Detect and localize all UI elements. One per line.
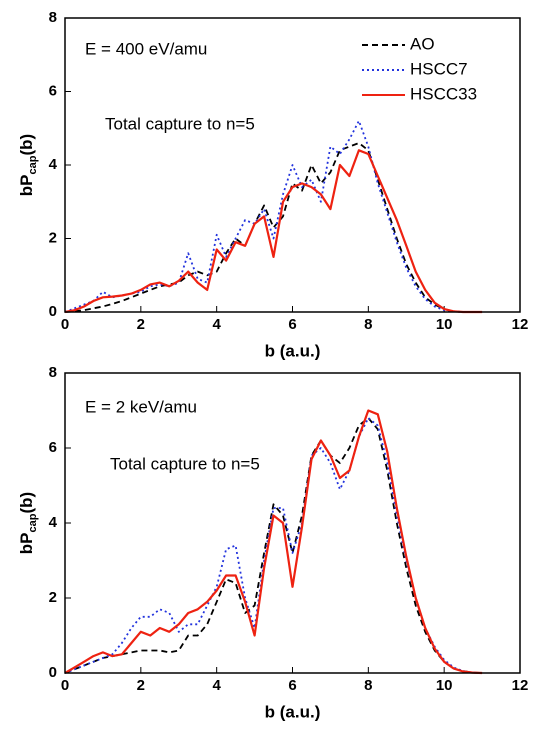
x-tick-label: 4 <box>212 316 221 333</box>
y-axis-label: bPcap(b) <box>17 134 38 196</box>
x-tick-label: 6 <box>288 316 296 333</box>
x-tick-label: 10 <box>436 677 453 694</box>
legend-label: HSCC7 <box>410 59 468 78</box>
y-label-main: bP <box>17 532 36 554</box>
x-tick-label: 2 <box>137 316 145 333</box>
y-axis-label: bPcap(b) <box>17 492 38 554</box>
x-tick-label: 6 <box>288 677 296 694</box>
y-tick-label: 6 <box>49 439 57 456</box>
y-tick-label: 0 <box>49 303 57 320</box>
x-axis-label: b (a.u.) <box>265 702 321 721</box>
x-tick-label: 8 <box>364 677 372 694</box>
annotation: E = 2 keV/amu <box>85 397 197 416</box>
y-tick-label: 6 <box>49 82 57 99</box>
series-line <box>64 149 483 314</box>
series-line <box>64 417 483 674</box>
y-tick-label: 2 <box>49 229 57 246</box>
legend-label: HSCC33 <box>410 84 477 103</box>
plot-frame <box>64 17 521 313</box>
y-tick-label: 2 <box>49 589 57 606</box>
x-axis-label: b (a.u.) <box>265 341 321 360</box>
x-tick-label: 10 <box>436 316 453 333</box>
y-label-sub: cap <box>27 513 39 532</box>
y-label-main: bP <box>17 174 36 196</box>
x-tick-label: 4 <box>212 677 221 694</box>
y-tick-label: 0 <box>49 664 57 681</box>
legend-label: AO <box>410 34 435 53</box>
x-tick-label: 0 <box>61 316 69 333</box>
x-tick-label: 2 <box>137 677 145 694</box>
x-tick-label: 0 <box>61 677 69 694</box>
x-tick-label: 12 <box>512 677 529 694</box>
y-label-tail: (b) <box>17 492 36 514</box>
y-label-sub: cap <box>27 155 39 174</box>
series-line <box>64 120 483 313</box>
annotation: Total capture to n=5 <box>110 454 260 473</box>
plot-frame <box>64 372 521 674</box>
series-line <box>64 142 483 313</box>
y-tick-label: 8 <box>49 9 57 26</box>
x-tick-label: 8 <box>364 316 372 333</box>
y-tick-label: 4 <box>49 156 58 173</box>
y-tick-label: 4 <box>49 514 58 531</box>
series-line <box>64 409 483 675</box>
annotation: Total capture to n=5 <box>105 114 255 133</box>
y-tick-label: 8 <box>49 364 57 381</box>
x-tick-label: 12 <box>512 316 529 333</box>
annotation: E = 400 eV/amu <box>85 39 207 58</box>
y-label-tail: (b) <box>17 134 36 156</box>
